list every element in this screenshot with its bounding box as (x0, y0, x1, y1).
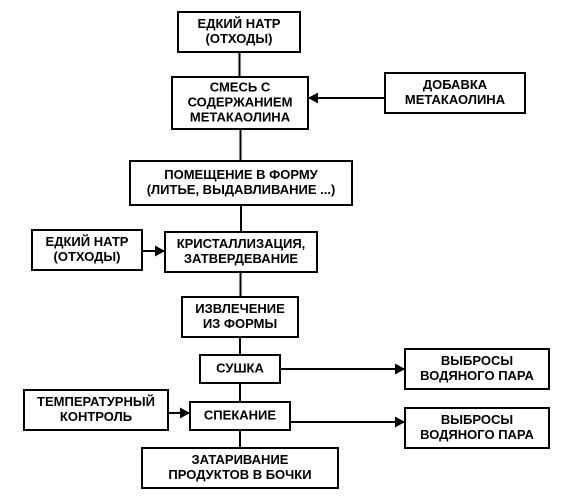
node-n6: КРИСТАЛЛИЗАЦИЯ,ЗАТВЕРДЕВАНИЕ (165, 232, 317, 272)
arrowhead-n3-n2 (308, 93, 318, 104)
node-n7-label-line-0: ИЗВЛЕЧЕНИЕ (195, 301, 285, 316)
node-n9-label-line-1: ВОДЯНОГО ПАРА (420, 368, 534, 383)
node-n2-label-line-2: МЕТАКАОЛИНА (190, 109, 291, 124)
arrowhead-n10-n11 (180, 408, 190, 419)
node-n8-label-line-0: СУШКА (216, 360, 264, 375)
node-n4-label-line-0: ПОМЕЩЕНИЕ В ФОРМУ (164, 167, 318, 182)
node-n7: ИЗВЛЕЧЕНИЕИЗ ФОРМЫ (182, 297, 298, 337)
node-n10-label-line-0: ТЕМПЕРАТУРНЫЙ (37, 394, 155, 409)
node-n10: ТЕМПЕРАТУРНЫЙКОНТРОЛЬ (24, 390, 168, 430)
node-n9-label-line-0: ВЫБРОСЫ (441, 353, 513, 368)
node-n13: ЗАТАРИВАНИЕПРОДУКТОВ В БОЧКИ (142, 448, 338, 488)
node-n11-label-line-0: СПЕКАНИЕ (204, 407, 276, 422)
flowchart-svg: ЕДКИЙ НАТР(ОТХОДЫ)СМЕСЬ ССОДЕРЖАНИЕММЕТА… (0, 0, 577, 500)
node-n6-label-line-1: ЗАТВЕРДЕВАНИЕ (184, 251, 299, 266)
arrowhead-n11-n12 (395, 417, 405, 428)
node-n10-label-line-1: КОНТРОЛЬ (60, 409, 132, 424)
node-n5-label-line-1: (ОТХОДЫ) (54, 249, 121, 264)
node-n2: СМЕСЬ ССОДЕРЖАНИЕММЕТАКАОЛИНА (172, 77, 308, 129)
node-n1: ЕДКИЙ НАТР(ОТХОДЫ) (178, 12, 300, 52)
node-n2-label-line-0: СМЕСЬ С (210, 79, 271, 94)
node-n1-label-line-0: ЕДКИЙ НАТР (198, 16, 281, 31)
node-n13-label-line-1: ПРОДУКТОВ В БОЧКИ (168, 467, 311, 482)
node-n4-label-line-1: (ЛИТЬЕ, ВЫДАВЛИВАНИЕ ...) (147, 182, 336, 197)
node-n13-label-line-0: ЗАТАРИВАНИЕ (192, 452, 289, 467)
node-n12-label-line-0: ВЫБРОСЫ (441, 412, 513, 427)
node-n3: ДОБАВКАМЕТАКАОЛИНА (385, 73, 525, 113)
node-n8: СУШКА (200, 355, 280, 383)
arrowhead-n8-n9 (395, 364, 405, 375)
node-n7-label-line-1: ИЗ ФОРМЫ (203, 316, 277, 331)
node-n9: ВЫБРОСЫВОДЯНОГО ПАРА (405, 349, 549, 389)
node-n11: СПЕКАНИЕ (190, 402, 290, 430)
node-n12: ВЫБРОСЫВОДЯНОГО ПАРА (405, 408, 549, 448)
node-n2-label-line-1: СОДЕРЖАНИЕМ (188, 94, 293, 109)
node-n12-label-line-1: ВОДЯНОГО ПАРА (420, 427, 534, 442)
node-n1-label-line-1: (ОТХОДЫ) (206, 31, 273, 46)
node-n3-label-line-1: МЕТАКАОЛИНА (405, 92, 506, 107)
node-n6-label-line-0: КРИСТАЛЛИЗАЦИЯ, (177, 236, 306, 251)
node-n4: ПОМЕЩЕНИЕ В ФОРМУ(ЛИТЬЕ, ВЫДАВЛИВАНИЕ ..… (130, 161, 352, 205)
node-n5-label-line-0: ЕДКИЙ НАТР (46, 234, 129, 249)
node-n5: ЕДКИЙ НАТР(ОТХОДЫ) (32, 230, 142, 270)
arrowhead-n5-n6 (155, 246, 165, 257)
node-n3-label-line-0: ДОБАВКА (423, 77, 488, 92)
